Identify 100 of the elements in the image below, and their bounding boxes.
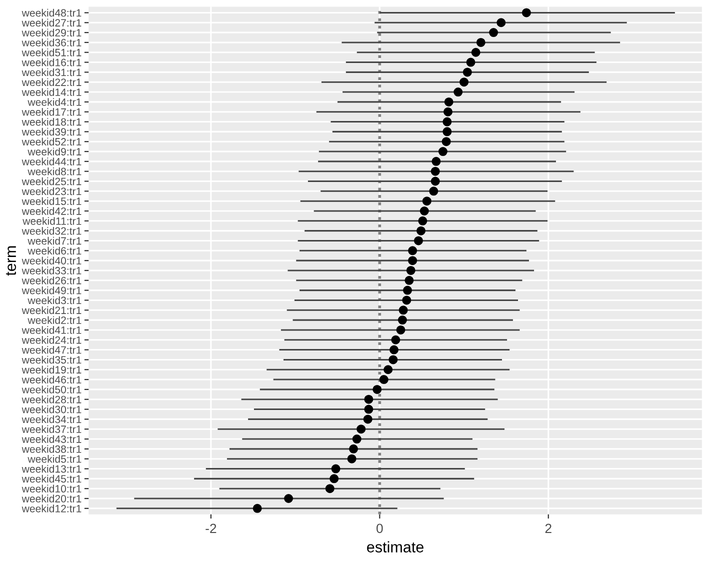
y-tick-label: weekid38:tr1 [22,445,82,453]
point [422,196,432,206]
y-tick-label: weekid19:tr1 [22,366,82,374]
point [402,296,412,305]
point [496,18,506,28]
point [364,404,374,414]
point [391,335,400,344]
point [325,484,334,494]
point [489,28,498,38]
y-tick-label: weekid35:tr1 [22,356,82,364]
point [384,365,393,374]
y-tick-label: weekid23:tr1 [22,187,82,196]
point [416,226,426,236]
point [406,266,416,275]
point [460,78,469,87]
y-tick-label: weekid49:tr1 [22,286,82,294]
point [403,286,412,295]
point [442,127,452,136]
point [331,464,340,474]
y-tick-label: weekid33:tr1 [22,266,82,274]
point [284,494,294,504]
y-tick-label: weekid39:tr1 [22,128,82,136]
point [522,8,531,18]
point [396,325,406,334]
y-tick-label: weekid12:tr1 [22,504,82,512]
y-tick-label: weekid20:tr1 [22,494,82,502]
point [388,355,398,364]
y-tick-label: weekid42:tr1 [22,207,82,215]
y-tick-label: weekid8:tr1 [28,168,82,176]
y-tick-label: weekid29:tr1 [22,28,82,36]
point [466,58,476,67]
y-tick-label: weekid14:tr1 [22,88,82,96]
y-tick-label: weekid32:tr1 [22,227,82,235]
point [414,236,423,246]
y-tick-label: weekid52:tr1 [22,138,82,146]
point [462,68,472,77]
point [429,186,438,196]
y-tick-label: weekid25:tr1 [22,177,82,186]
x-tick-label: 0 [376,524,383,534]
y-tick-label: weekid28:tr1 [22,396,82,404]
y-tick-label: weekid5:tr1 [28,455,82,463]
point [420,206,429,216]
y-tick-label: weekid51:tr1 [22,48,82,56]
y-tick-label: weekid6:tr1 [28,246,82,255]
y-tick-label: weekid9:tr1 [28,148,82,156]
point [454,88,463,97]
y-tick-label: weekid45:tr1 [22,474,82,483]
y-tick-label: weekid17:tr1 [22,108,82,116]
y-tick-label: weekid31:tr1 [22,68,82,76]
point [443,107,452,116]
y-tick-label: weekid27:tr1 [22,18,82,27]
point [471,48,480,57]
point [444,97,454,106]
point [404,276,414,285]
point [418,216,428,226]
y-tick-label: weekid16:tr1 [22,58,82,66]
y-tick-label: weekid36:tr1 [22,38,82,46]
x-tick-label: 2 [545,524,552,533]
y-tick-label: weekid13:tr1 [22,464,82,473]
y-tick-label: weekid37:tr1 [22,425,82,434]
y-tick-label: weekid30:tr1 [22,405,82,414]
point [252,504,262,513]
point [349,444,358,454]
point [364,394,374,404]
point [352,434,362,444]
y-tick-label: weekid21:tr1 [22,306,82,314]
y-tick-label: weekid3:tr1 [28,296,82,304]
point [372,384,382,394]
y-tick-label: weekid50:tr1 [22,386,82,394]
y-tick-label: weekid22:tr1 [22,78,82,86]
y-tick-label: weekid4:tr1 [28,98,82,106]
y-tick-label: weekid18:tr1 [22,118,82,126]
y-tick-label: weekid10:tr1 [22,484,82,493]
point [363,414,372,424]
y-tick-label: weekid41:tr1 [22,326,82,334]
y-axis-title: term [6,246,16,276]
point [356,424,366,434]
point [398,306,408,315]
point [379,375,388,384]
point [330,474,339,484]
point [347,454,356,464]
point [442,137,451,146]
point [390,345,398,354]
y-tick-label: weekid2:tr1 [28,316,82,324]
y-tick-label: weekid11:tr1 [22,217,82,225]
x-axis-title: estimate [367,541,424,552]
x-tick-label: -2 [206,524,216,533]
y-tick-label: weekid34:tr1 [22,415,82,424]
point [476,38,486,47]
y-tick-label: weekid7:tr1 [28,236,82,245]
y-tick-label: weekid47:tr1 [22,346,82,354]
point [408,256,418,266]
point [430,166,440,176]
point [408,246,418,256]
y-tick-label: weekid15:tr1 [22,197,82,206]
y-tick-label: weekid44:tr1 [22,158,82,166]
point [442,117,452,126]
y-tick-label: weekid24:tr1 [22,336,82,344]
y-tick-label: weekid48:tr1 [22,8,82,17]
point [430,176,440,186]
